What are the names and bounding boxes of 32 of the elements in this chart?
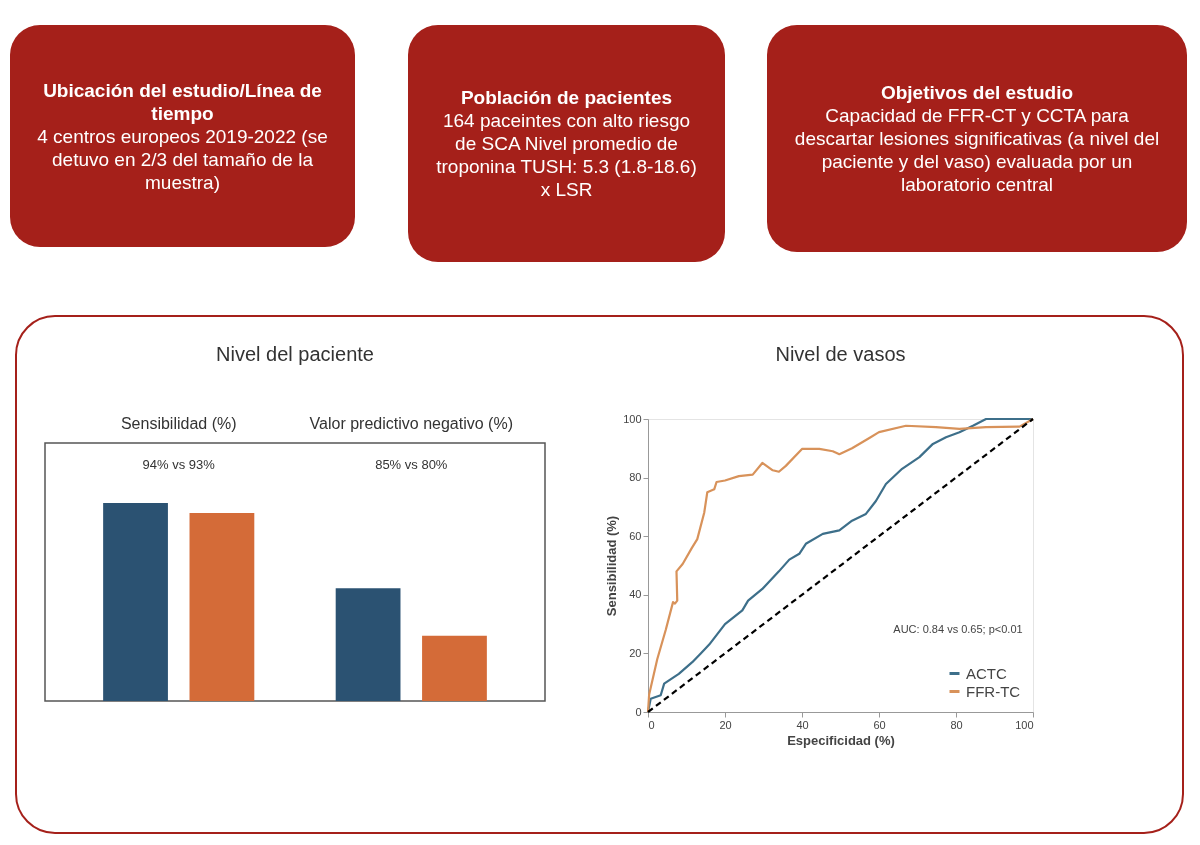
legend-label: ACTC: [966, 664, 1007, 682]
line-series: [646, 417, 1035, 714]
x-tick-label: 100: [1015, 718, 1034, 731]
text: Objetivos del estudio: [880, 81, 1074, 104]
text: 85% vs 80%: [375, 457, 448, 472]
x-tick-label: 40: [796, 718, 809, 731]
text: Capacidad de FFR-CT y CCTA para descartar lesiones significativas (a nivel del paciente y del vaso) evaluada por un laboratorio central: [793, 104, 1161, 196]
x-tick-label: 80: [950, 718, 963, 731]
y-tick-label: 40: [629, 588, 642, 601]
y-tick-label: 0: [635, 705, 642, 718]
y-tick-label: 20: [629, 646, 642, 659]
text: 164 paceintes con alto riesgo de SCA Nivel promedio de troponina TUSH: 5.3 (1.8-18.6) x LSR: [435, 109, 698, 201]
text: 4 centros europeos 2019-2022 (se detuvo en 2/3 del tamaño de la muestra): [36, 124, 329, 194]
bar: [422, 635, 487, 701]
chart-title: Nivel de vasos: [775, 343, 906, 365]
chart-title: Nivel del paciente: [216, 343, 374, 365]
text: 94% vs 93%: [142, 457, 216, 472]
y-axis-title: Sensibilidad (%): [604, 515, 620, 617]
x-tick-label: 60: [873, 718, 886, 731]
annotation: AUC: 0.84 vs 0.65; p<0.01: [893, 623, 1023, 635]
x-tick-label: 20: [719, 718, 732, 731]
y-tick-label: 80: [629, 471, 642, 484]
x-axis-title: Especificidad (%): [787, 732, 895, 748]
bar: [103, 503, 168, 701]
text: Población de pacientes: [460, 86, 673, 109]
y-tick-label: 60: [629, 529, 642, 542]
x-tick-label: 0: [648, 718, 655, 731]
legend-label: FFR-TC: [966, 682, 1021, 700]
bar: [335, 588, 401, 701]
bar: [189, 512, 255, 701]
text: Ubicación del estudio/Línea de tiempo: [42, 78, 323, 125]
x-tick-label: Valor predictivo negativo (%): [309, 414, 513, 432]
